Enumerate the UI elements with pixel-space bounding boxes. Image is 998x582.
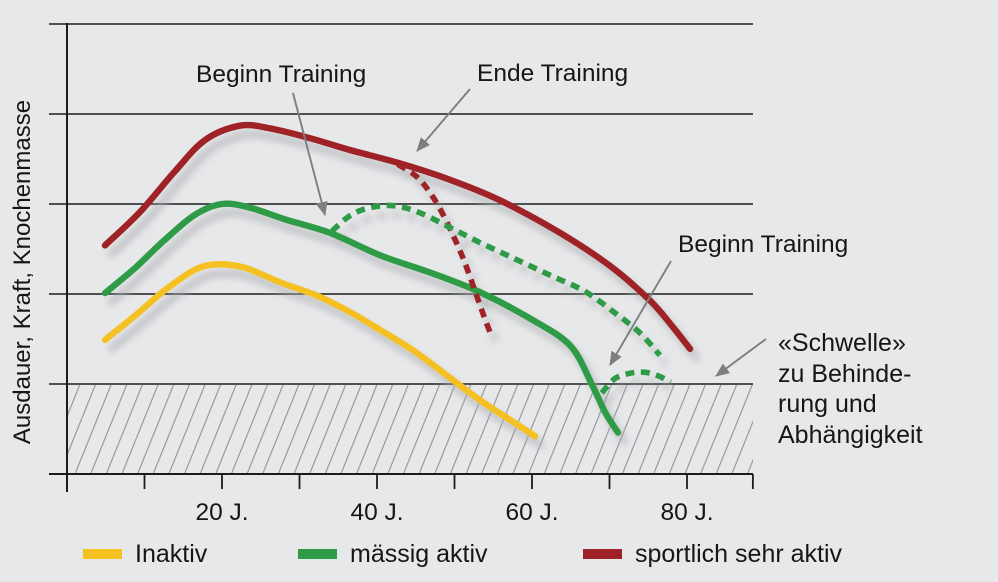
x-tick-label-60: 60 J.: [505, 499, 559, 526]
x-axis-ticks: [143, 474, 754, 489]
legend-label-maessig-aktiv: mässig aktiv: [350, 539, 488, 568]
legend-item-inaktiv: Inaktiv: [83, 540, 207, 568]
legend-item-maessig-aktiv: mässig aktiv: [298, 540, 488, 568]
legend-swatch-inaktiv: [83, 549, 122, 559]
curve-beginn-training-spaet: [599, 369, 673, 395]
curve-ende-training-abfall: [396, 162, 495, 338]
legend-label-sportlich: sportlich sehr aktiv: [635, 539, 843, 568]
data-curves: [101, 121, 694, 440]
threshold-line-3: rung und: [778, 390, 877, 419]
legend-label-inaktiv: Inaktiv: [135, 539, 208, 568]
beginn-training-1-arrow: [292, 92, 328, 216]
x-tick-label-40: 40 J.: [350, 499, 404, 526]
disability-threshold-band: [68, 385, 753, 473]
threshold-line-1: «Schwelle»: [778, 329, 906, 357]
legend-swatch-maessig-aktiv: [298, 549, 337, 559]
threshold-line-4: Abhängigkeit: [778, 420, 923, 449]
y-gridlines: [49, 23, 753, 385]
legend-item-sportlich: sportlich sehr aktiv: [583, 540, 842, 568]
curve-beginn-training-mitte: [330, 202, 663, 358]
y-axis-label: Ausdauer, Kraft, Knochenmasse: [9, 99, 36, 445]
threshold-line-2: zu Behinde-: [778, 359, 912, 388]
threshold-arrow: [715, 338, 767, 377]
threshold-label: «Schwelle» zu Behinde- rung und Abhängig…: [778, 328, 923, 450]
beginn-training-2-label: Beginn Training: [678, 231, 849, 258]
beginn-training-2-arrow: [609, 260, 672, 366]
x-tick-label-80: 80 J.: [660, 499, 714, 526]
legend-swatch-sportlich: [583, 549, 622, 559]
curve-sportlich-sehr-aktiv: [101, 121, 694, 353]
beginn-training-1-label: Beginn Training: [196, 61, 367, 88]
ende-training-arrow: [416, 88, 471, 152]
curve-maessig-aktiv: [101, 200, 622, 436]
x-tick-label-20: 20 J.: [195, 499, 249, 526]
curve-inaktiv: [101, 261, 539, 440]
annotation-arrows: [292, 88, 767, 377]
ende-training-label: Ende Training: [477, 60, 629, 87]
